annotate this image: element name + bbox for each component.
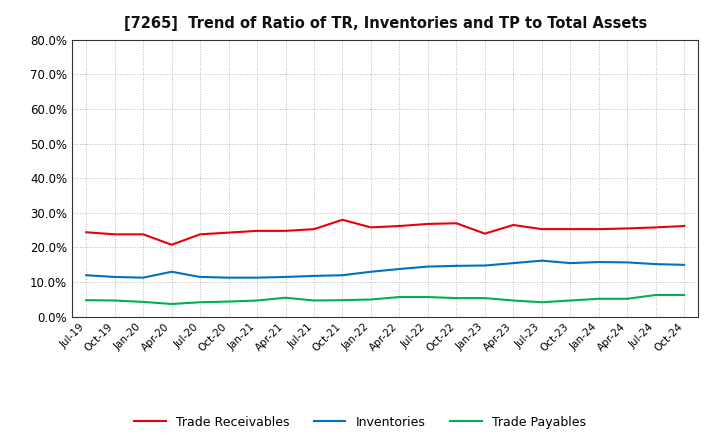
Trade Payables <box>366 297 375 302</box>
Trade Receivables <box>366 225 375 230</box>
Inventories <box>366 269 375 275</box>
Trade Payables <box>225 299 233 304</box>
Trade Receivables <box>139 232 148 237</box>
Trade Payables <box>509 298 518 303</box>
Trade Payables <box>82 297 91 303</box>
Trade Receivables <box>566 227 575 232</box>
Inventories <box>253 275 261 280</box>
Trade Payables <box>480 295 489 301</box>
Trade Receivables <box>110 232 119 237</box>
Inventories <box>196 274 204 279</box>
Inventories <box>110 274 119 279</box>
Inventories <box>338 272 347 278</box>
Inventories <box>509 260 518 266</box>
Trade Payables <box>310 298 318 303</box>
Trade Payables <box>338 297 347 303</box>
Trade Payables <box>282 295 290 301</box>
Trade Payables <box>139 299 148 304</box>
Trade Payables <box>196 300 204 305</box>
Trade Receivables <box>652 225 660 230</box>
Inventories <box>480 263 489 268</box>
Legend: Trade Receivables, Inventories, Trade Payables: Trade Receivables, Inventories, Trade Pa… <box>130 411 590 434</box>
Trade Receivables <box>595 227 603 232</box>
Trade Receivables <box>225 230 233 235</box>
Trade Payables <box>452 295 461 301</box>
Line: Trade Receivables: Trade Receivables <box>86 220 684 245</box>
Inventories <box>225 275 233 280</box>
Trade Payables <box>566 298 575 303</box>
Trade Receivables <box>167 242 176 247</box>
Trade Receivables <box>452 220 461 226</box>
Trade Receivables <box>82 230 91 235</box>
Trade Payables <box>395 294 404 300</box>
Trade Receivables <box>537 227 546 232</box>
Inventories <box>423 264 432 269</box>
Trade Receivables <box>395 224 404 229</box>
Title: [7265]  Trend of Ratio of TR, Inventories and TP to Total Assets: [7265] Trend of Ratio of TR, Inventories… <box>124 16 647 32</box>
Inventories <box>139 275 148 280</box>
Trade Receivables <box>680 224 688 229</box>
Line: Inventories: Inventories <box>86 260 684 278</box>
Trade Payables <box>110 298 119 303</box>
Inventories <box>652 261 660 267</box>
Trade Payables <box>167 301 176 307</box>
Inventories <box>537 258 546 263</box>
Inventories <box>282 274 290 279</box>
Inventories <box>566 260 575 266</box>
Trade Receivables <box>282 228 290 234</box>
Trade Receivables <box>253 228 261 234</box>
Line: Trade Payables: Trade Payables <box>86 295 684 304</box>
Trade Receivables <box>423 221 432 227</box>
Inventories <box>395 266 404 271</box>
Inventories <box>595 260 603 265</box>
Trade Payables <box>680 292 688 297</box>
Inventories <box>623 260 631 265</box>
Trade Receivables <box>509 222 518 227</box>
Trade Payables <box>423 294 432 300</box>
Trade Payables <box>537 300 546 305</box>
Trade Receivables <box>623 226 631 231</box>
Trade Receivables <box>338 217 347 222</box>
Trade Payables <box>623 296 631 301</box>
Trade Receivables <box>480 231 489 236</box>
Trade Payables <box>652 292 660 297</box>
Inventories <box>82 272 91 278</box>
Trade Receivables <box>196 232 204 237</box>
Trade Receivables <box>310 227 318 232</box>
Inventories <box>167 269 176 275</box>
Trade Payables <box>595 296 603 301</box>
Inventories <box>680 262 688 268</box>
Inventories <box>310 273 318 279</box>
Inventories <box>452 263 461 268</box>
Trade Payables <box>253 298 261 303</box>
